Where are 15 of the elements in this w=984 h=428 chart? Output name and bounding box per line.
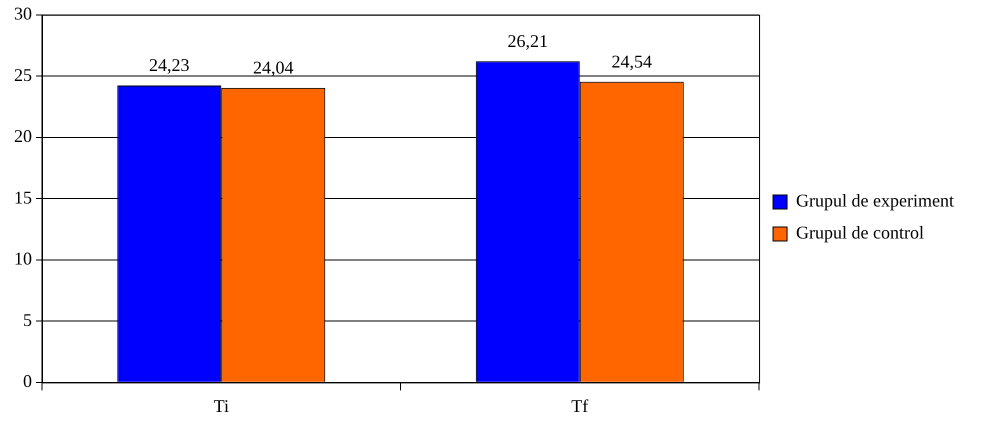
data-label: 24,04 xyxy=(253,58,294,78)
y-tick-label: 0 xyxy=(23,371,32,392)
data-label: 24,54 xyxy=(612,51,652,72)
y-tick-label: 10 xyxy=(14,248,32,269)
y-tick-label: 15 xyxy=(14,187,32,208)
data-label: 26,21 xyxy=(508,30,548,51)
data-label: 24,23 xyxy=(149,55,190,76)
legend-label: Grupul de experiment xyxy=(796,190,954,211)
y-tick-label: 25 xyxy=(14,64,32,85)
y-tick-label: 20 xyxy=(14,126,32,146)
legend-label: Grupul de control xyxy=(796,222,924,243)
x-tick-label: Tf xyxy=(571,396,588,416)
y-tick-label: 5 xyxy=(23,310,32,330)
x-tick-label: Ti xyxy=(214,396,229,416)
y-tick-label: 30 xyxy=(14,4,32,24)
